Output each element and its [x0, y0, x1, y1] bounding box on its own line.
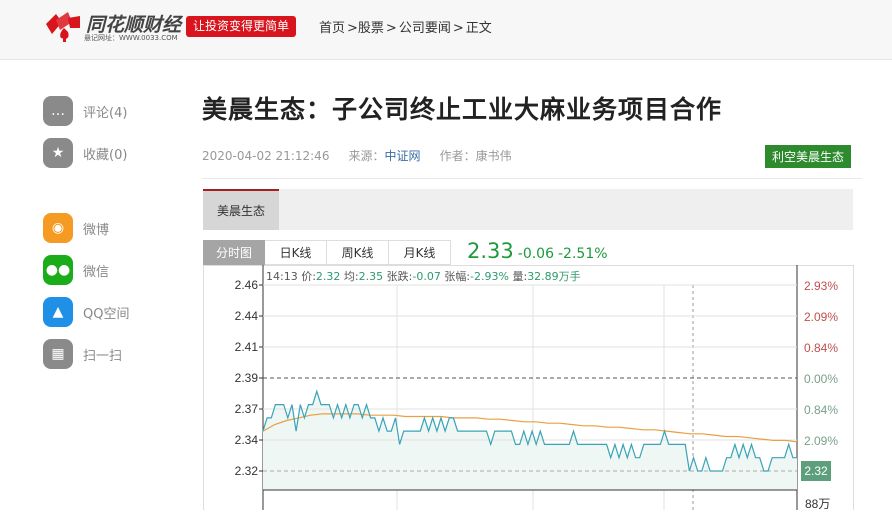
crosshair-info: 14:13 价:2.32 均:2.35 张跌:-0.07 张幅:-2.93% 量… [266, 268, 581, 284]
sentiment-tag[interactable]: 利空美晨生态 [765, 145, 852, 168]
info-vol: 32.89万手 [527, 270, 581, 283]
weibo-icon: ◉ [43, 213, 73, 243]
sidebar-label: 扫一扫 [83, 348, 123, 364]
stock-change: -0.06 [517, 246, 554, 262]
slogan-badge: 让投资变得更简单 [186, 16, 297, 37]
sidebar-label: QQ空间 [83, 306, 130, 322]
breadcrumb-sep: > [452, 21, 464, 36]
info-label: 量: [512, 270, 528, 283]
logo-text[interactable]: 同花顺财经 [86, 14, 182, 36]
breadcrumb-home[interactable]: 首页 [319, 21, 346, 36]
wechat-icon: ●● [43, 255, 73, 285]
sidebar-item-wechat[interactable]: ●● 微信 [43, 255, 183, 285]
stock-price: 2.33 [467, 239, 514, 263]
stock-tabs: 美晨生态 [203, 189, 853, 230]
info-label: 张幅: [444, 270, 471, 283]
info-price: 2.32 [315, 270, 341, 283]
stock-tab[interactable]: 美晨生态 [203, 189, 279, 230]
sidebar-item-qzone[interactable]: ▲ QQ空间 [43, 297, 183, 327]
tab-daily-k[interactable]: 日K线 [265, 240, 327, 265]
star-icon: ★ [43, 138, 73, 168]
sidebar-item-comment[interactable]: … 评论(4) [43, 96, 183, 126]
top-bar: 同花顺财经 悬记网址：WWW.0033.COM 让投资变得更简单 首页 >股票 > 公… [0, 0, 892, 60]
sidebar-label: 微信 [83, 264, 110, 280]
sidebar-item-scan[interactable]: ▦ 扫一扫 [43, 339, 183, 369]
article-author: 作者：康书伟 [439, 149, 512, 163]
source-link[interactable]: 中证网 [384, 149, 421, 163]
source-label: 来源： [348, 149, 385, 163]
sidebar-label: 评论(4) [83, 105, 128, 121]
qq-icon: ▲ [43, 297, 73, 327]
logo-url: 悬记网址：WWW.0033.COM [84, 34, 178, 42]
stock-change-pct: -2.51% [558, 246, 608, 262]
info-avg: 2.35 [358, 270, 384, 283]
article-meta: 2020-04-02 21:12:46 来源：中证网 作者：康书伟 [202, 147, 512, 164]
info-label: 均: [343, 270, 359, 283]
volume-axis-label: 88万 [805, 497, 831, 511]
logo-icon[interactable] [42, 10, 86, 44]
breadcrumb-stocks[interactable]: >股票 [347, 21, 384, 36]
info-time: 14:13 [266, 270, 298, 283]
sidebar-item-weibo[interactable]: ◉ 微博 [43, 213, 183, 243]
info-chg: -0.07 [412, 270, 441, 283]
share-sidebar: … 评论(4) ★ 收藏(0) ◉ 微博 ●● 微信 ▲ QQ空间 ▦ 扫一扫 [43, 96, 193, 376]
breadcrumb: 首页 >股票 > 公司要闻 > 正文 [319, 17, 494, 36]
breadcrumb-current: 正文 [465, 21, 492, 36]
comment-icon: … [43, 96, 73, 126]
article-title: 美晨生态：子公司终止工业大麻业务项目合作 [202, 95, 723, 124]
info-label: 张跌: [386, 270, 413, 283]
qrcode-icon: ▦ [43, 339, 73, 369]
article-datetime: 2020-04-02 21:12:46 [202, 149, 330, 163]
tab-intraday[interactable]: 分时图 [203, 240, 265, 265]
tab-weekly-k[interactable]: 周K线 [327, 240, 389, 265]
info-pct: -2.93% [470, 270, 509, 283]
tab-monthly-k[interactable]: 月K线 [389, 240, 451, 265]
chart-tabs: 分时图 日K线 周K线 月K线 [203, 240, 451, 265]
sidebar-item-favorite[interactable]: ★ 收藏(0) [43, 138, 183, 168]
sidebar-label: 微博 [83, 222, 110, 238]
intraday-chart[interactable] [203, 265, 854, 510]
breadcrumb-company-news[interactable]: 公司要闻 [398, 21, 451, 36]
stock-quote: 2.33 -0.06 -2.51% [467, 239, 608, 263]
breadcrumb-sep: > [385, 21, 397, 36]
sidebar-label: 收藏(0) [83, 147, 128, 163]
divider [202, 178, 862, 179]
info-label: 价: [301, 270, 316, 283]
current-price-badge: 2.32 [801, 461, 831, 481]
